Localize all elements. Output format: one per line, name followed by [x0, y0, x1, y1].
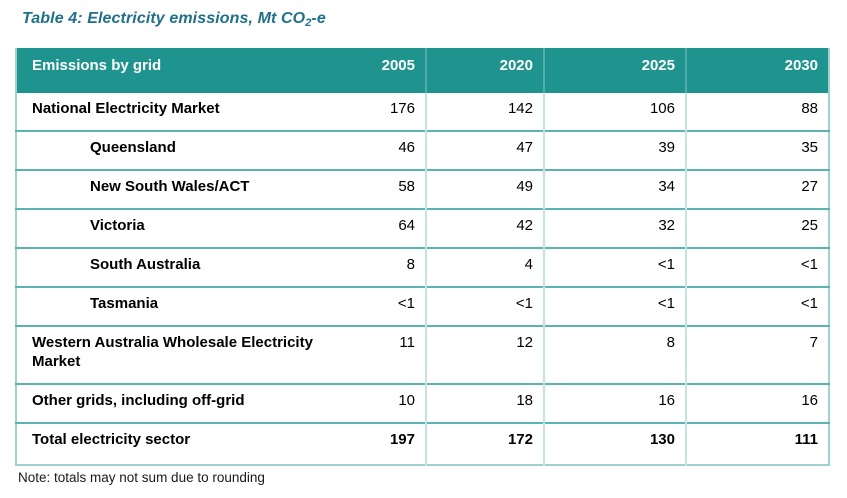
row-national-electricity-market: National Electricity Market 176 142 106 … [16, 93, 829, 131]
row-value-2005: 176 [346, 93, 426, 131]
row-value-2025: 39 [543, 130, 686, 170]
row-victoria: Victoria 64 42 32 25 [16, 208, 829, 248]
row-queensland: Queensland 46 47 39 35 [16, 130, 829, 170]
row-value-2025: 32 [543, 208, 686, 248]
emissions-table: Emissions by grid 2005 2020 2025 2030 Na… [15, 48, 830, 466]
row-value-2030: 35 [685, 130, 829, 170]
header-row: Emissions by grid 2005 2020 2025 2030 [16, 48, 829, 93]
row-value-2025: 34 [543, 169, 686, 209]
row-value-2025: 106 [543, 93, 686, 131]
row-value-2005: <1 [346, 286, 426, 326]
row-label: Queensland [16, 130, 346, 170]
header-cell-2005: 2005 [346, 48, 426, 93]
row-value-2005: 8 [346, 247, 426, 287]
row-value-2005: 10 [346, 383, 426, 423]
table-caption-suffix: -e [311, 10, 326, 27]
row-value-2020: 4 [425, 247, 544, 287]
row-label: South Australia [16, 247, 346, 287]
row-value-2005: 197 [346, 422, 426, 465]
row-label: Tasmania [16, 286, 346, 326]
row-value-2005: 64 [346, 208, 426, 248]
row-value-2020: 142 [425, 93, 544, 131]
row-value-2030: 27 [685, 169, 829, 209]
row-value-2025: 130 [543, 422, 686, 465]
row-value-2020: 42 [425, 208, 544, 248]
row-value-2025: 16 [543, 383, 686, 423]
row-western-australia-wholesale-electricity-market: Western Australia Wholesale Electricity … [16, 325, 829, 384]
row-label: National Electricity Market [16, 93, 346, 131]
row-value-2020: <1 [425, 286, 544, 326]
row-value-2020: 12 [425, 325, 544, 384]
row-total-electricity-sector: Total electricity sector 197 172 130 111 [16, 422, 829, 465]
row-value-2005: 11 [346, 325, 426, 384]
row-value-2020: 172 [425, 422, 544, 465]
row-label: Other grids, including off-grid [16, 383, 346, 423]
table-caption: Table 4: Electricity emissions, Mt CO2-e [22, 10, 326, 29]
row-value-2025: 8 [543, 325, 686, 384]
table-caption-text: Table 4: Electricity emissions, Mt CO [22, 10, 306, 27]
row-value-2025: <1 [543, 286, 686, 326]
row-value-2005: 58 [346, 169, 426, 209]
row-label: Victoria [16, 208, 346, 248]
row-label: Total electricity sector [16, 422, 346, 465]
header-cell-emissions-by-grid: Emissions by grid [16, 48, 346, 93]
row-value-2005: 46 [346, 130, 426, 170]
row-value-2030: 25 [685, 208, 829, 248]
row-value-2030: <1 [685, 286, 829, 326]
row-new-south-wales-act: New South Wales/ACT 58 49 34 27 [16, 169, 829, 209]
row-value-2020: 18 [425, 383, 544, 423]
row-value-2030: 88 [685, 93, 829, 131]
header-cell-2025: 2025 [543, 48, 686, 93]
row-south-australia: South Australia 8 4 <1 <1 [16, 247, 829, 287]
row-value-2030: 7 [685, 325, 829, 384]
row-label: Western Australia Wholesale Electricity … [16, 325, 346, 384]
row-value-2030: 16 [685, 383, 829, 423]
row-tasmania: Tasmania <1 <1 <1 <1 [16, 286, 829, 326]
row-value-2020: 49 [425, 169, 544, 209]
row-value-2025: <1 [543, 247, 686, 287]
header-cell-2020: 2020 [425, 48, 544, 93]
row-label: New South Wales/ACT [16, 169, 346, 209]
table-note: Note: totals may not sum due to rounding [18, 470, 265, 485]
row-value-2030: 111 [685, 422, 829, 465]
row-other-grids: Other grids, including off-grid 10 18 16… [16, 383, 829, 423]
row-value-2030: <1 [685, 247, 829, 287]
row-value-2020: 47 [425, 130, 544, 170]
header-cell-2030: 2030 [685, 48, 829, 93]
table-caption-subscript: 2 [305, 17, 312, 29]
